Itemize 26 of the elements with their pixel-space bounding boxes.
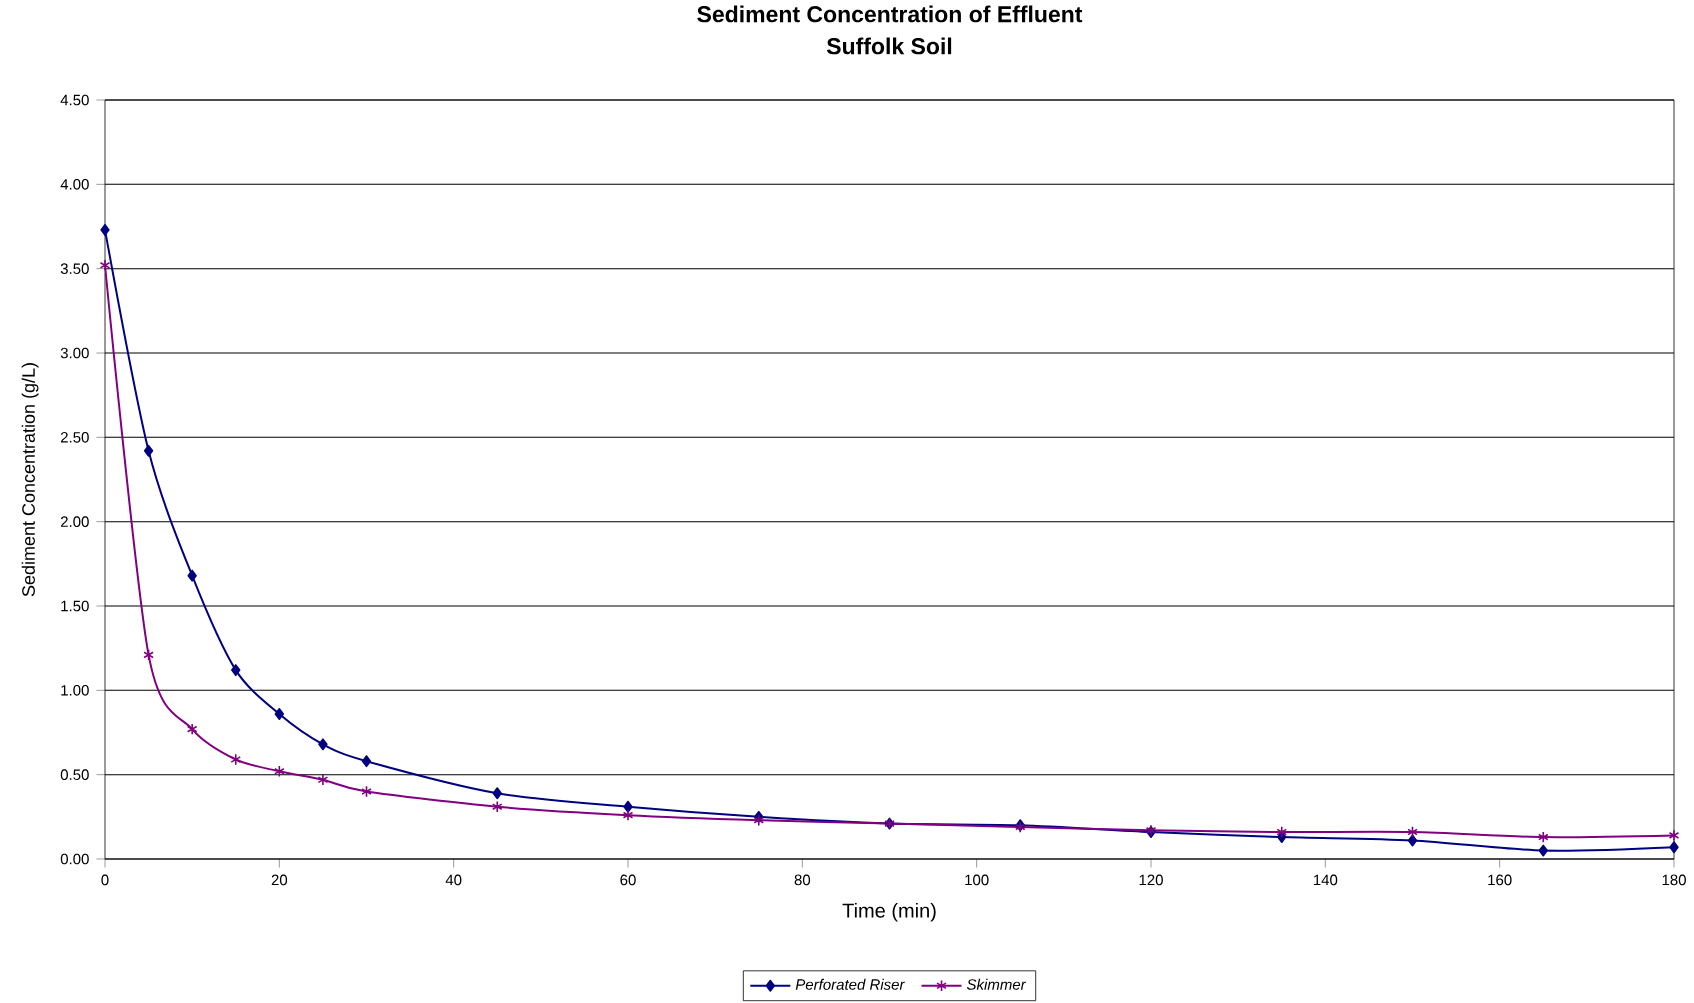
y-tick-label: 2.50 (60, 432, 89, 443)
y-axis-title: Sediment Concentration (g/L) (21, 363, 39, 597)
x-tick-label: 20 (271, 874, 288, 886)
chart-title: Sediment Concentration of Effluent (697, 5, 1083, 23)
x-tick-label: 120 (1139, 874, 1163, 886)
x-tick-label: 60 (620, 874, 636, 886)
y-tick-label: 3.50 (60, 263, 89, 274)
y-tick-label: 1.00 (61, 685, 89, 696)
legend-label: Perforated Riser (795, 978, 905, 990)
x-tick-label: 160 (1488, 874, 1512, 886)
y-tick-label: 3.00 (60, 347, 89, 359)
x-tick-label: 140 (1313, 874, 1338, 886)
x-tick-label: 180 (1662, 874, 1686, 886)
x-tick-label: 0 (101, 874, 109, 886)
y-tick-label: 4.00 (60, 179, 89, 190)
y-tick-label: 2.00 (60, 516, 89, 527)
x-tick-label: 100 (965, 874, 989, 886)
y-tick-label: 0.00 (60, 853, 89, 865)
y-tick-label: 4.50 (60, 94, 89, 106)
y-tick-label: 0.50 (60, 769, 89, 780)
chart-subtitle: Suffolk Soil (826, 37, 952, 55)
y-tick-label: 1.50 (61, 600, 89, 612)
legend-label: Skimmer (966, 978, 1027, 990)
x-axis-title: Time (min) (842, 902, 936, 922)
x-tick-label: 80 (794, 874, 811, 886)
x-tick-label: 40 (445, 874, 462, 886)
